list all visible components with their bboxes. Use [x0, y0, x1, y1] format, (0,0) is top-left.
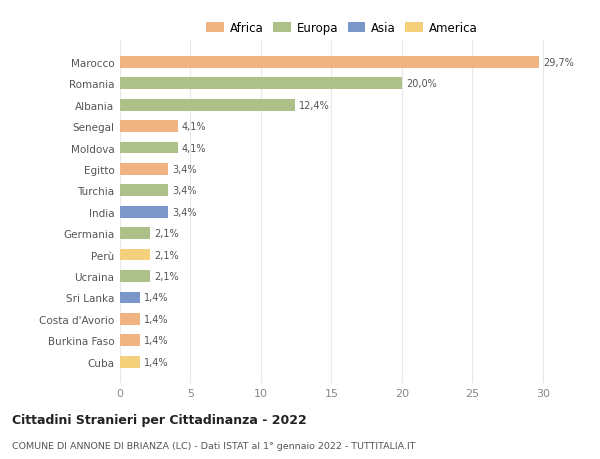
Bar [120, 335, 140, 347]
Text: 3,4%: 3,4% [172, 186, 197, 196]
Text: 4,1%: 4,1% [182, 122, 206, 132]
Bar [120, 164, 168, 175]
Text: 2,1%: 2,1% [154, 271, 178, 281]
Text: 3,4%: 3,4% [172, 165, 197, 174]
Text: 1,4%: 1,4% [144, 293, 169, 303]
Bar [120, 121, 178, 133]
Text: 2,1%: 2,1% [154, 250, 178, 260]
Text: 4,1%: 4,1% [182, 143, 206, 153]
Text: COMUNE DI ANNONE DI BRIANZA (LC) - Dati ISTAT al 1° gennaio 2022 - TUTTITALIA.IT: COMUNE DI ANNONE DI BRIANZA (LC) - Dati … [12, 441, 415, 450]
Bar [120, 78, 402, 90]
Bar [120, 270, 149, 282]
Text: 1,4%: 1,4% [144, 314, 169, 324]
Bar [120, 142, 178, 154]
Text: 12,4%: 12,4% [299, 101, 330, 111]
Bar [120, 356, 140, 368]
Bar [120, 228, 149, 240]
Text: Cittadini Stranieri per Cittadinanza - 2022: Cittadini Stranieri per Cittadinanza - 2… [12, 413, 307, 426]
Text: 3,4%: 3,4% [172, 207, 197, 217]
Bar [120, 100, 295, 112]
Bar [120, 207, 168, 218]
Text: 1,4%: 1,4% [144, 336, 169, 346]
Text: 2,1%: 2,1% [154, 229, 178, 239]
Bar [120, 57, 539, 68]
Text: 1,4%: 1,4% [144, 357, 169, 367]
Bar [120, 249, 149, 261]
Bar [120, 185, 168, 197]
Legend: Africa, Europa, Asia, America: Africa, Europa, Asia, America [204, 20, 480, 38]
Bar [120, 292, 140, 303]
Text: 29,7%: 29,7% [543, 58, 574, 68]
Bar [120, 313, 140, 325]
Text: 20,0%: 20,0% [406, 79, 437, 89]
